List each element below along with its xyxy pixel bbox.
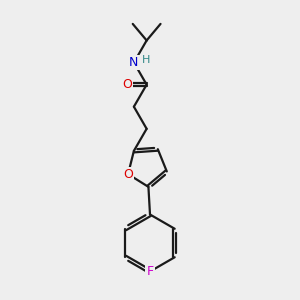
- Text: N: N: [129, 56, 139, 69]
- Text: H: H: [142, 56, 151, 65]
- Text: O: O: [122, 78, 132, 91]
- Text: F: F: [146, 265, 154, 278]
- Text: O: O: [123, 168, 133, 181]
